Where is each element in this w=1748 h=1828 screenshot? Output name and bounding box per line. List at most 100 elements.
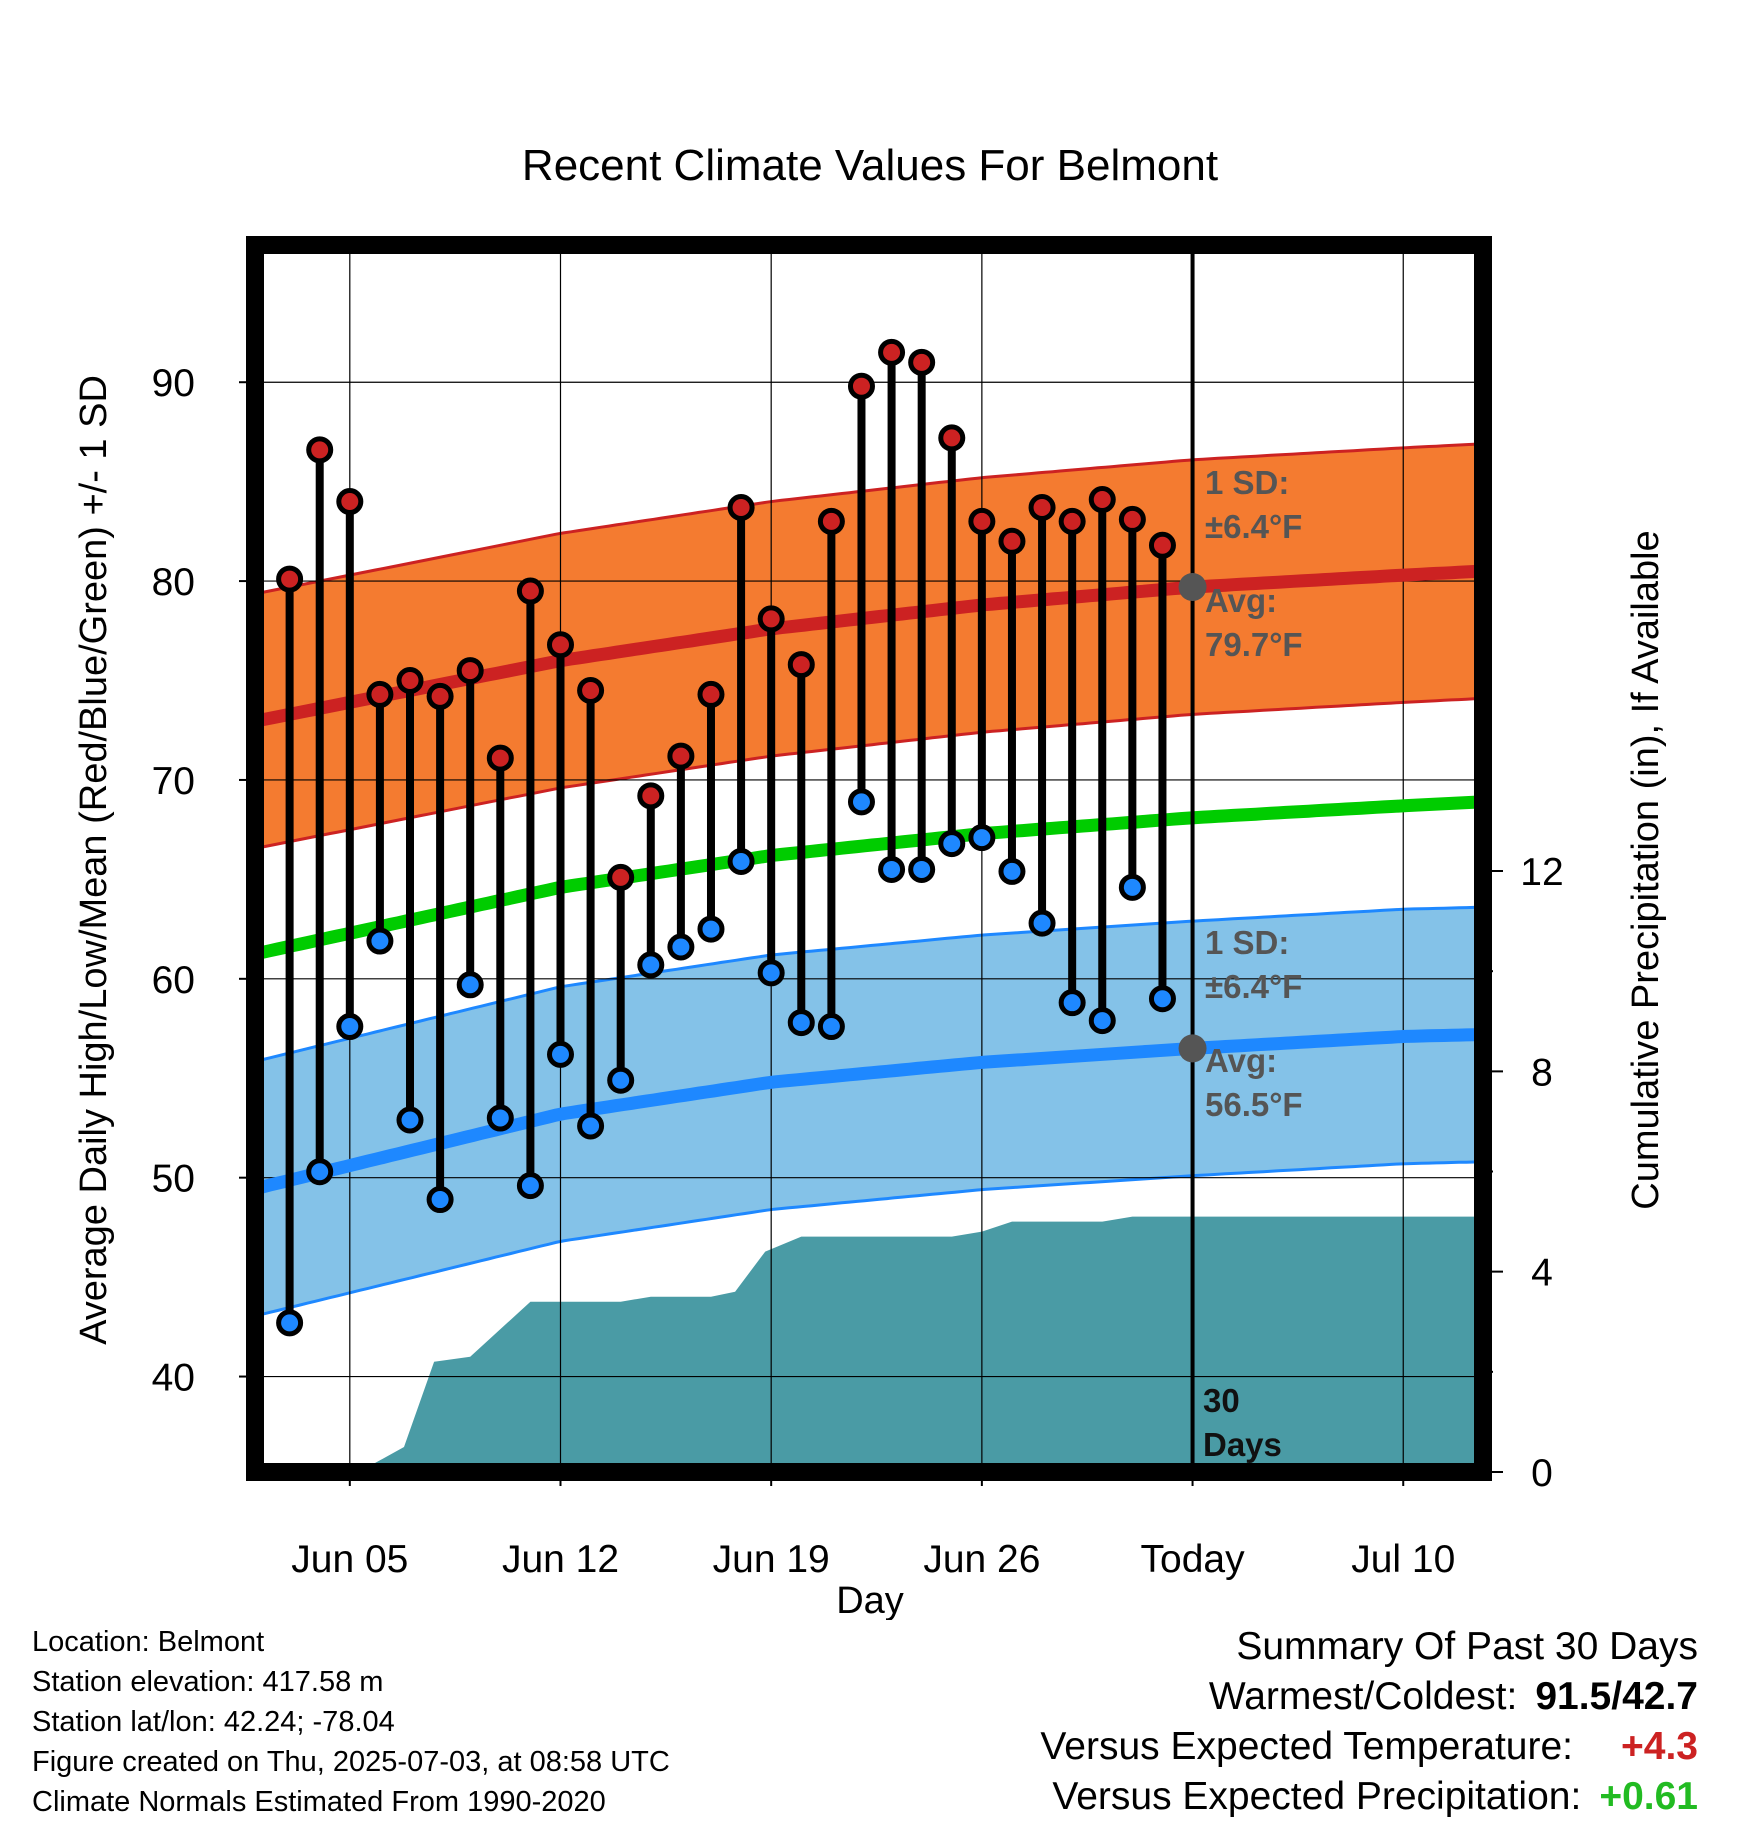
daily-high-point — [938, 424, 966, 452]
daily-high-point — [426, 682, 454, 710]
daily-high-point — [998, 527, 1026, 555]
summary-warmest-row: Warmest/Coldest: 91.5/42.7 — [1040, 1672, 1698, 1722]
window-label-number: 30 — [1203, 1382, 1240, 1419]
low-sd-label: 1 SD: — [1205, 924, 1289, 961]
daily-low-point — [908, 855, 936, 883]
daily-low-point — [456, 971, 484, 999]
precip-cumulative-area — [255, 1216, 1483, 1472]
precip-value: +0.61 — [1599, 1775, 1698, 1818]
daily-high-point — [968, 507, 996, 535]
daily-high-point — [1088, 486, 1116, 514]
daily-high-point — [787, 651, 815, 679]
daily-low-point — [306, 1158, 334, 1186]
elevation-text: Station elevation: 417.58 m — [32, 1666, 384, 1698]
high-sd-lower-line — [254, 696, 1482, 850]
annotations: 1 SD: ±6.4°F Avg: 79.7°F 1 SD: ±6.4°F Av… — [1178, 464, 1303, 1463]
normal-lines — [254, 245, 1482, 1472]
daily-low-point — [336, 1013, 364, 1041]
low-avg-value: 56.5°F — [1205, 1086, 1303, 1123]
daily-low-point — [1118, 873, 1146, 901]
location-text: Location: Belmont — [32, 1626, 265, 1658]
daily-high-point — [697, 680, 725, 708]
x-tick-label: Jun 12 — [502, 1538, 619, 1581]
daily-low-point — [426, 1186, 454, 1214]
high-avg-label: Avg: — [1205, 582, 1277, 619]
daily-high-point — [336, 488, 364, 516]
y-tick-label: 60 — [152, 959, 195, 1002]
daily-low-point — [1148, 985, 1176, 1013]
daily-low-point — [577, 1112, 605, 1140]
normal-mean-line — [254, 795, 1482, 960]
daily-high-point — [486, 744, 514, 772]
x-tick-label: Jun 19 — [713, 1538, 830, 1581]
daily-high-point — [577, 676, 605, 704]
summary-precip-row: Versus Expected Precipitation: +0.61 — [1040, 1772, 1698, 1822]
normal-low-line — [254, 1028, 1482, 1195]
daily-low-point — [998, 857, 1026, 885]
daily-high-point — [908, 348, 936, 376]
daily-low-point — [1028, 909, 1056, 937]
daily-low-point — [727, 847, 755, 875]
daily-high-point — [306, 436, 334, 464]
plot-frame — [246, 236, 1492, 1481]
daily-high-point — [276, 565, 304, 593]
temp-label: Versus Expected Temperature: — [1040, 1725, 1573, 1768]
daily-high-point — [817, 507, 845, 535]
y2-tick-label: 8 — [1531, 1051, 1553, 1094]
temp-value: +4.3 — [1621, 1725, 1698, 1768]
normals-text: Climate Normals Estimated From 1990-2020 — [32, 1786, 606, 1818]
summary-temp-row: Versus Expected Temperature: +4.3 — [1040, 1722, 1698, 1772]
daily-low-point — [787, 1009, 815, 1037]
daily-low-point — [396, 1106, 424, 1134]
today-high-avg-marker — [1178, 573, 1207, 602]
daily-high-point — [727, 494, 755, 522]
daily-high-point — [1118, 505, 1146, 533]
x-axis-label: Day — [836, 1580, 904, 1620]
daily-high-point — [1028, 494, 1056, 522]
y-tick-label: 90 — [152, 362, 195, 405]
y-tick-label: 50 — [152, 1158, 195, 1201]
x-tick-label: Jul 10 — [1351, 1538, 1455, 1581]
low-sd-lower-line — [254, 1160, 1482, 1317]
daily-high-point — [546, 631, 574, 659]
station-info: Location: Belmont Station elevation: 417… — [32, 1622, 670, 1822]
y-axis-label: Average Daily High/Low/Mean (Red/Blue/Gr… — [73, 375, 115, 1345]
daily-low-point — [878, 855, 906, 883]
plot-border — [246, 236, 1492, 1481]
daily-high-point — [847, 372, 875, 400]
y-tick-label: 70 — [152, 760, 195, 803]
high-sd-value: ±6.4°F — [1205, 508, 1302, 545]
warmest-label: Warmest/Coldest: — [1208, 1675, 1518, 1718]
daily-low-point — [366, 927, 394, 955]
daily-low-point — [817, 1013, 845, 1041]
daily-high-point — [456, 657, 484, 685]
x-tick-label: Jun 26 — [923, 1538, 1040, 1581]
high-sd-upper-line — [254, 442, 1482, 595]
daily-high-point — [1148, 531, 1176, 559]
daily-high-point — [637, 782, 665, 810]
summary-heading: Summary Of Past 30 Days — [1236, 1625, 1698, 1668]
daily-low-point — [1088, 1007, 1116, 1035]
daily-high-point — [1058, 507, 1086, 535]
daily-low-point — [968, 824, 996, 852]
daily-high-point — [607, 863, 635, 891]
daily-range-bars — [276, 338, 1176, 1337]
normal-high-line — [254, 564, 1482, 727]
y-tick-label: 80 — [152, 561, 195, 604]
grid-lines — [255, 245, 1483, 1472]
axes: Jun 05 Jun 12 Jun 19 Jun 26 Today Jul 1040506… — [152, 281, 1564, 1581]
daily-low-point — [607, 1066, 635, 1094]
precip-area — [255, 1216, 1483, 1472]
daily-low-point — [516, 1172, 544, 1200]
daily-high-point — [516, 577, 544, 605]
daily-high-point — [667, 742, 695, 770]
summary-panel: Summary Of Past 30 Days Warmest/Coldest:… — [1040, 1622, 1698, 1822]
daily-low-point — [697, 915, 725, 943]
daily-low-point — [637, 951, 665, 979]
latlon-text: Station lat/lon: 42.24; -78.04 — [32, 1706, 395, 1738]
daily-low-point — [276, 1309, 304, 1337]
y2-tick-label: 4 — [1531, 1252, 1553, 1295]
x-tick-label: Jun 05 — [291, 1538, 408, 1581]
low-sd-upper-line — [254, 905, 1482, 1062]
daily-low-point — [757, 959, 785, 987]
